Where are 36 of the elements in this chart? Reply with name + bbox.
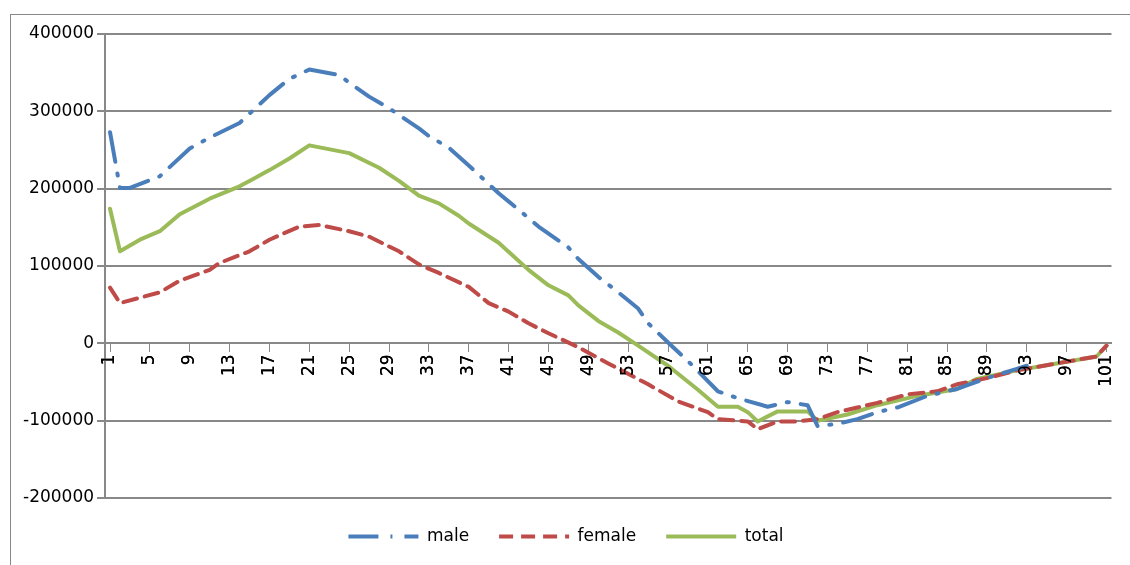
y-tick-label: 100000 bbox=[29, 254, 95, 275]
y-tick-label: -200000 bbox=[23, 486, 95, 507]
x-tick-label: 89 bbox=[975, 354, 996, 376]
x-tick-label: 81 bbox=[895, 354, 916, 376]
x-tick-label: 45 bbox=[536, 354, 557, 376]
x-tick-label: 77 bbox=[855, 354, 876, 376]
legend-label: male bbox=[426, 524, 470, 545]
x-tick-label: 93 bbox=[1015, 354, 1036, 376]
y-tick-label: 300000 bbox=[29, 99, 95, 120]
x-tick-label: 17 bbox=[257, 354, 278, 376]
y-tick-label: 200000 bbox=[29, 177, 95, 198]
x-tick-label: 29 bbox=[377, 354, 398, 376]
x-tick-label: 69 bbox=[776, 354, 797, 376]
x-tick-label: 1 bbox=[98, 354, 119, 366]
legend-label: total bbox=[744, 524, 784, 545]
x-tick-label: 65 bbox=[736, 354, 757, 376]
x-tick-label: 37 bbox=[457, 354, 478, 376]
x-tick-label: 97 bbox=[1055, 354, 1076, 376]
x-tick-label: 85 bbox=[935, 354, 956, 376]
x-tick-label: 13 bbox=[218, 354, 239, 376]
x-tick-label: 33 bbox=[417, 354, 438, 376]
x-tick-label: 21 bbox=[297, 354, 318, 376]
x-tick-label: 41 bbox=[497, 354, 518, 376]
y-tick-label: -100000 bbox=[23, 409, 95, 430]
x-tick-label: 101 bbox=[1094, 354, 1115, 387]
y-tick-label: 0 bbox=[83, 331, 95, 352]
x-tick-label: 57 bbox=[656, 354, 677, 376]
x-tick-label: 49 bbox=[576, 354, 597, 376]
legend-label: female bbox=[577, 524, 637, 545]
x-tick-label: 25 bbox=[337, 354, 358, 376]
y-tick-label: 400000 bbox=[29, 22, 95, 43]
x-tick-label: 9 bbox=[178, 354, 199, 366]
x-tick-label: 53 bbox=[616, 354, 637, 376]
x-tick-label: 73 bbox=[815, 354, 836, 376]
x-tick-label: 61 bbox=[696, 354, 717, 376]
x-tick-label: 5 bbox=[138, 354, 159, 366]
